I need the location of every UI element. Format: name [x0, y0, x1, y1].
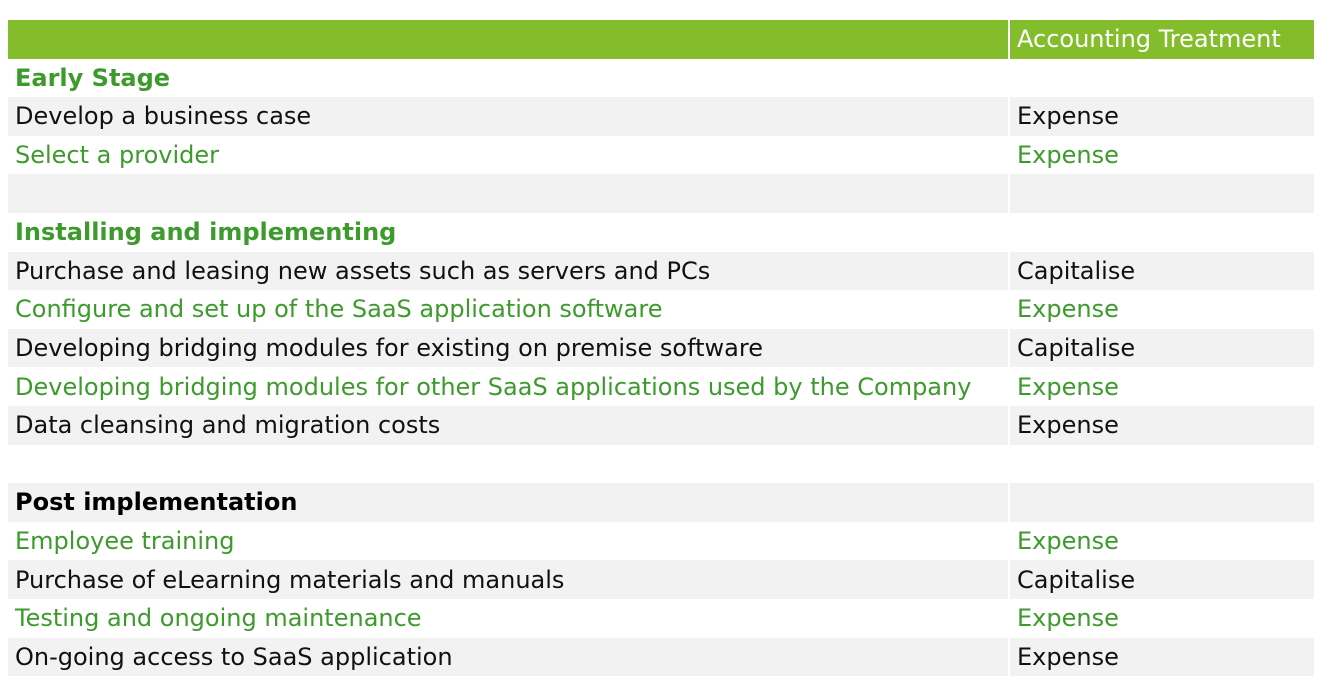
activity-cell: Purchase of eLearning materials and manu…: [8, 560, 1008, 599]
treatment-cell: Expense: [1008, 405, 1314, 445]
treatment-cell: Capitalise: [1008, 328, 1314, 368]
treatment-cell: Expense: [1008, 637, 1314, 677]
treatment-cell: Expense: [1008, 97, 1314, 136]
activity-cell: Select a provider: [8, 135, 1008, 175]
section-title: Early Stage: [8, 58, 1008, 98]
table-body: Accounting Treatment Early Stage Develop …: [8, 20, 1314, 677]
treatment-cell: Expense: [1008, 135, 1314, 175]
section-header-row: Post implementation: [8, 483, 1314, 522]
treatment-cell: Capitalise: [1008, 251, 1314, 291]
treatment-cell: [1008, 212, 1314, 252]
activity-cell: Testing and ongoing maintenance: [8, 598, 1008, 638]
table-row: Purchase and leasing new assets such as …: [8, 251, 1314, 291]
section-header-row: Installing and implementing: [8, 212, 1314, 252]
table-row: On-going access to SaaS application Expen…: [8, 637, 1314, 677]
header-activity-cell: [8, 20, 1008, 59]
activity-cell: Employee training: [8, 521, 1008, 561]
treatment-cell: [1008, 483, 1314, 522]
activity-cell: Develop a business case: [8, 97, 1008, 136]
activity-cell: Developing bridging modules for existing…: [8, 328, 1008, 368]
treatment-cell: [1008, 174, 1314, 213]
activity-cell: [8, 174, 1008, 213]
treatment-cell: Expense: [1008, 290, 1314, 329]
spacer-row: [8, 444, 1314, 484]
table-row: Configure and set up of the SaaS applica…: [8, 290, 1314, 329]
section-title: Post implementation: [8, 483, 1008, 522]
table-header-row: Accounting Treatment: [8, 20, 1314, 59]
table-row: Testing and ongoing maintenance Expense: [8, 598, 1314, 638]
table-row: Employee training Expense: [8, 521, 1314, 561]
treatment-cell: Expense: [1008, 521, 1314, 561]
activity-cell: On-going access to SaaS application: [8, 637, 1008, 677]
accounting-treatment-table: Accounting Treatment Early Stage Develop …: [8, 20, 1314, 677]
activity-cell: Purchase and leasing new assets such as …: [8, 251, 1008, 291]
treatment-cell: Expense: [1008, 598, 1314, 638]
spacer-row: [8, 174, 1314, 213]
section-title: Installing and implementing: [8, 212, 1008, 252]
treatment-cell: Expense: [1008, 367, 1314, 406]
activity-cell: [8, 444, 1008, 484]
table-row: Purchase of eLearning materials and manu…: [8, 560, 1314, 599]
table-row: Data cleansing and migration costs Expens…: [8, 405, 1314, 445]
activity-cell: Data cleansing and migration costs: [8, 405, 1008, 445]
table-row: Developing bridging modules for existing…: [8, 328, 1314, 368]
section-header-row: Early Stage: [8, 58, 1314, 98]
activity-cell: Configure and set up of the SaaS applica…: [8, 290, 1008, 329]
header-accounting-treatment: Accounting Treatment: [1008, 20, 1314, 59]
table-row: Develop a business case Expense: [8, 97, 1314, 136]
treatment-cell: [1008, 58, 1314, 98]
activity-cell: Developing bridging modules for other Sa…: [8, 367, 1008, 406]
table-row: Select a provider Expense: [8, 135, 1314, 175]
treatment-cell: [1008, 444, 1314, 484]
treatment-cell: Capitalise: [1008, 560, 1314, 599]
table-row: Developing bridging modules for other Sa…: [8, 367, 1314, 406]
